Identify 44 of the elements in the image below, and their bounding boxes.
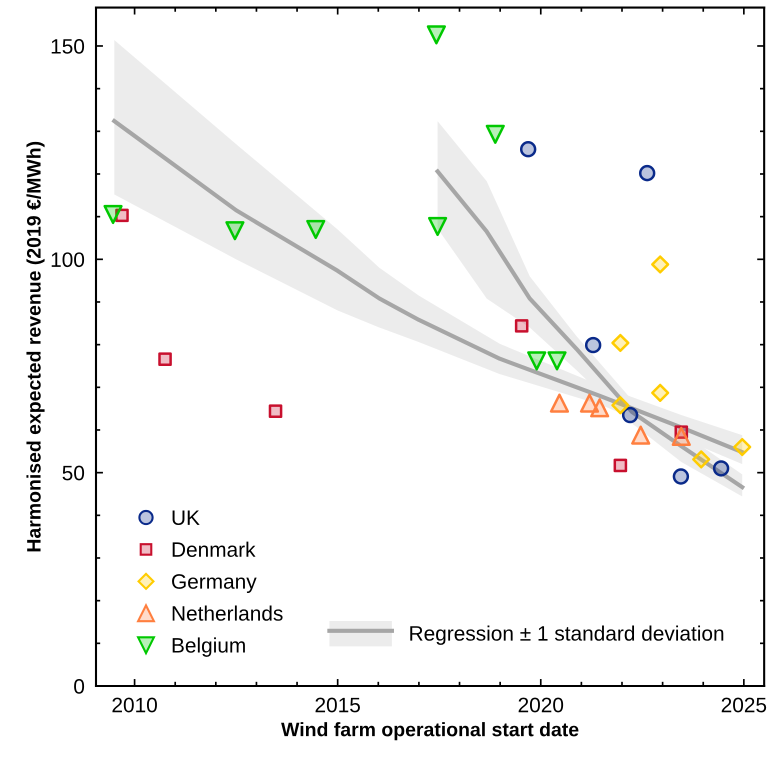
point [547,351,567,370]
point [520,141,536,158]
point [638,164,656,182]
y-tick-label: 50 [62,466,84,480]
point [631,426,650,445]
point [651,255,670,274]
x-tick-label: 2010 [112,698,157,712]
point [733,438,752,456]
point [584,336,602,354]
point [527,351,546,370]
x-axis-title: Wind farm operational start date [281,722,578,740]
point [426,25,446,44]
legend-label: Germany [172,574,257,593]
point [225,221,244,240]
y-axis-title: Harmonised expected revenue (2019 €/MWh) [26,142,45,552]
x-tick-label: 2020 [518,698,564,712]
point [651,384,670,402]
point [550,394,570,413]
legend-label: Regression ± 1 standard deviation [410,625,724,645]
point [514,319,528,333]
point [158,352,172,366]
y-tick-label: 100 [52,252,84,268]
point [306,220,326,240]
point [692,450,710,469]
point [590,398,610,418]
point [672,426,691,446]
legend-label: Netherlands [172,605,283,621]
x-tick-label: 2025 [722,698,766,712]
point [611,396,630,414]
point [103,204,123,224]
point [614,458,628,472]
legend-label: Belgium [172,637,245,657]
point [712,460,730,477]
legend-label: Denmark [172,542,256,557]
x-tick-label: 2015 [316,698,360,712]
point [611,334,630,352]
legend-label: UK [172,510,200,526]
y-tick-label: 150 [52,38,84,54]
point [428,216,448,236]
point [672,468,690,485]
point [622,406,638,424]
y-tick-label: 0 [74,678,84,694]
point [486,124,505,144]
point [268,404,282,418]
